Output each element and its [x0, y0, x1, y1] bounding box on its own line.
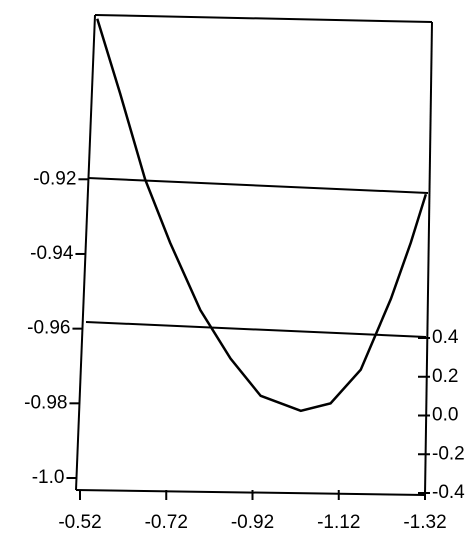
frame-right — [424, 21, 433, 496]
x-tick-label: -0.72 — [145, 512, 188, 533]
x-tick-label: -1.12 — [317, 512, 360, 533]
y-tick-label: -0.96 — [27, 318, 70, 339]
frame-bottom — [75, 489, 426, 496]
x-tick-label: -1.32 — [403, 512, 446, 533]
y2-tick-label: -0.4 — [432, 482, 465, 503]
box-frame — [75, 14, 433, 496]
frame-line — [85, 321, 427, 338]
y2-tick-label: 0.0 — [432, 405, 458, 426]
y-tick-label: -0.92 — [33, 168, 76, 189]
x-tick-label: -0.52 — [58, 512, 101, 533]
x-tick-label: -0.92 — [231, 512, 274, 533]
y2-tick-label: 0.4 — [432, 327, 459, 348]
curve — [96, 18, 428, 413]
y2-tick-label: 0.2 — [432, 366, 458, 387]
y-tick-label: -0.98 — [24, 392, 67, 413]
frame-left — [75, 14, 96, 491]
y2-tick-label: -0.2 — [432, 443, 465, 464]
frame-top — [94, 14, 433, 23]
frame-line — [87, 177, 429, 194]
y-tick-label: -1.0 — [32, 467, 65, 488]
y-tick-label: -0.94 — [30, 243, 74, 264]
